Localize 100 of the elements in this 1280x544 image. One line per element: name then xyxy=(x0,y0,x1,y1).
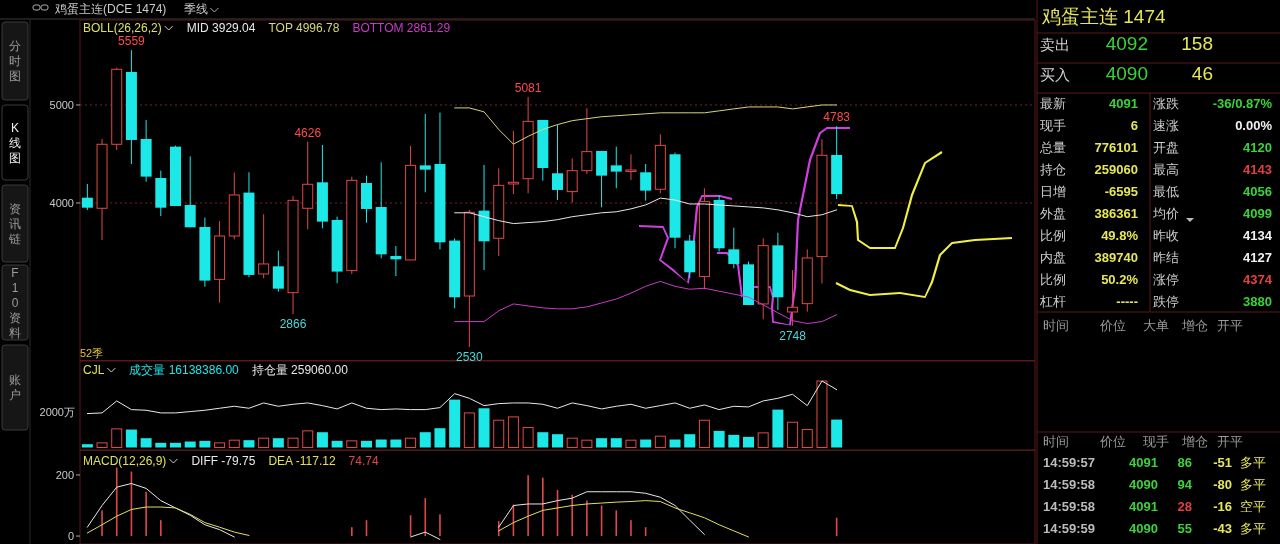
text: 鸡蛋主连 1474 xyxy=(1041,6,1166,27)
text: 买入 xyxy=(1040,66,1070,83)
text: 账户 xyxy=(9,373,21,402)
text: 4127 xyxy=(1243,250,1272,265)
text: 资讯链 xyxy=(8,201,21,246)
bar xyxy=(258,437,270,448)
bar xyxy=(610,438,622,448)
legend-title: BOLL(26,26,2) xyxy=(83,21,162,35)
bar xyxy=(170,442,181,448)
bar xyxy=(375,439,387,448)
bar xyxy=(243,440,255,448)
bar xyxy=(669,439,681,448)
bar xyxy=(522,427,534,448)
candlestick xyxy=(258,213,270,279)
bar xyxy=(449,399,461,448)
text: 卖出 xyxy=(1040,36,1070,53)
bar xyxy=(125,429,137,448)
text: 日增 xyxy=(1040,184,1066,199)
text: 最低 xyxy=(1153,184,1179,199)
text: 4099 xyxy=(1243,206,1272,221)
text: 55 xyxy=(1177,521,1192,536)
text: 4091 xyxy=(1129,455,1158,470)
bar xyxy=(478,408,490,448)
bar xyxy=(757,432,769,448)
bar xyxy=(199,440,211,448)
text: 4090 xyxy=(1129,477,1158,492)
text: 持仓量 259060.00 xyxy=(251,363,349,377)
text: K线图 xyxy=(9,120,21,165)
bar xyxy=(743,436,754,448)
chart-title: CJL xyxy=(83,363,105,377)
bar xyxy=(390,439,402,448)
text: -6595 xyxy=(1104,184,1138,199)
bar xyxy=(419,432,431,448)
candlestick xyxy=(272,250,284,293)
text: 158 xyxy=(1181,33,1213,54)
text: -51 xyxy=(1213,455,1232,470)
bar xyxy=(272,438,284,448)
annotation: 2530 xyxy=(455,350,484,365)
bar xyxy=(184,441,196,448)
text: 总量 xyxy=(1039,140,1066,155)
line-series xyxy=(454,197,838,225)
text: 多平 xyxy=(1240,477,1266,492)
bar xyxy=(287,437,299,448)
text: 价位 xyxy=(1099,318,1126,333)
text: 3880 xyxy=(1243,294,1272,309)
bar xyxy=(654,435,666,448)
text: 成交量 16138386.00 xyxy=(129,363,240,377)
y-tick-label: 0 xyxy=(67,530,74,543)
text: 4091 xyxy=(1129,499,1158,514)
text: 14:59:58 xyxy=(1043,477,1096,492)
candlestick xyxy=(787,269,799,327)
text: 776101 xyxy=(1094,140,1138,155)
bar xyxy=(537,432,549,448)
text: MID 3929.04 xyxy=(186,21,256,35)
bar xyxy=(96,442,108,448)
text: 时间 xyxy=(1043,318,1069,333)
bar xyxy=(361,440,372,448)
candlestick xyxy=(566,157,578,204)
text: 昨收 xyxy=(1153,228,1179,243)
bar xyxy=(405,437,417,448)
bar xyxy=(713,430,725,448)
text: 速涨 xyxy=(1153,118,1179,133)
candlestick xyxy=(419,113,431,193)
text: ----- xyxy=(1116,294,1138,309)
bar xyxy=(214,442,226,448)
bar xyxy=(155,442,167,448)
bar xyxy=(302,430,314,448)
text: 386361 xyxy=(1094,206,1138,221)
text: 4143 xyxy=(1243,162,1272,177)
text: BOTTOM 2861.29 xyxy=(352,21,451,35)
text: 最新 xyxy=(1040,96,1066,111)
candlestick xyxy=(507,130,519,195)
bar xyxy=(640,439,652,448)
text: 14:59:58 xyxy=(1043,499,1096,514)
text: 开盘 xyxy=(1153,140,1179,155)
text: 分时图 xyxy=(9,39,21,83)
text: TOP 4996.78 xyxy=(268,21,340,35)
candlestick xyxy=(625,153,637,181)
bar xyxy=(816,380,828,448)
y-tick-label: 200 xyxy=(55,468,74,481)
text: 28 xyxy=(1177,499,1192,514)
text: 外盘 xyxy=(1040,206,1066,221)
text: DEA -117.12 xyxy=(268,454,336,468)
text: 4090 xyxy=(1105,63,1148,84)
text: 杠杆 xyxy=(1039,294,1066,309)
text: 多平 xyxy=(1240,455,1266,470)
bar xyxy=(507,416,519,448)
text: 4091 xyxy=(1109,96,1138,111)
text: 最高 xyxy=(1153,162,1179,177)
text: 增仓 xyxy=(1181,318,1208,333)
text: 时间 xyxy=(1043,434,1069,449)
text: 持仓 xyxy=(1040,162,1066,177)
text: DIFF -79.75 xyxy=(191,454,256,468)
bar xyxy=(316,432,328,448)
text: 49.8% xyxy=(1101,228,1139,243)
text: 涨跌 xyxy=(1153,96,1179,111)
text: 昨结 xyxy=(1153,250,1179,265)
annotation: 5081 xyxy=(514,81,542,96)
text: -80 xyxy=(1213,477,1232,492)
line-series xyxy=(454,280,838,325)
